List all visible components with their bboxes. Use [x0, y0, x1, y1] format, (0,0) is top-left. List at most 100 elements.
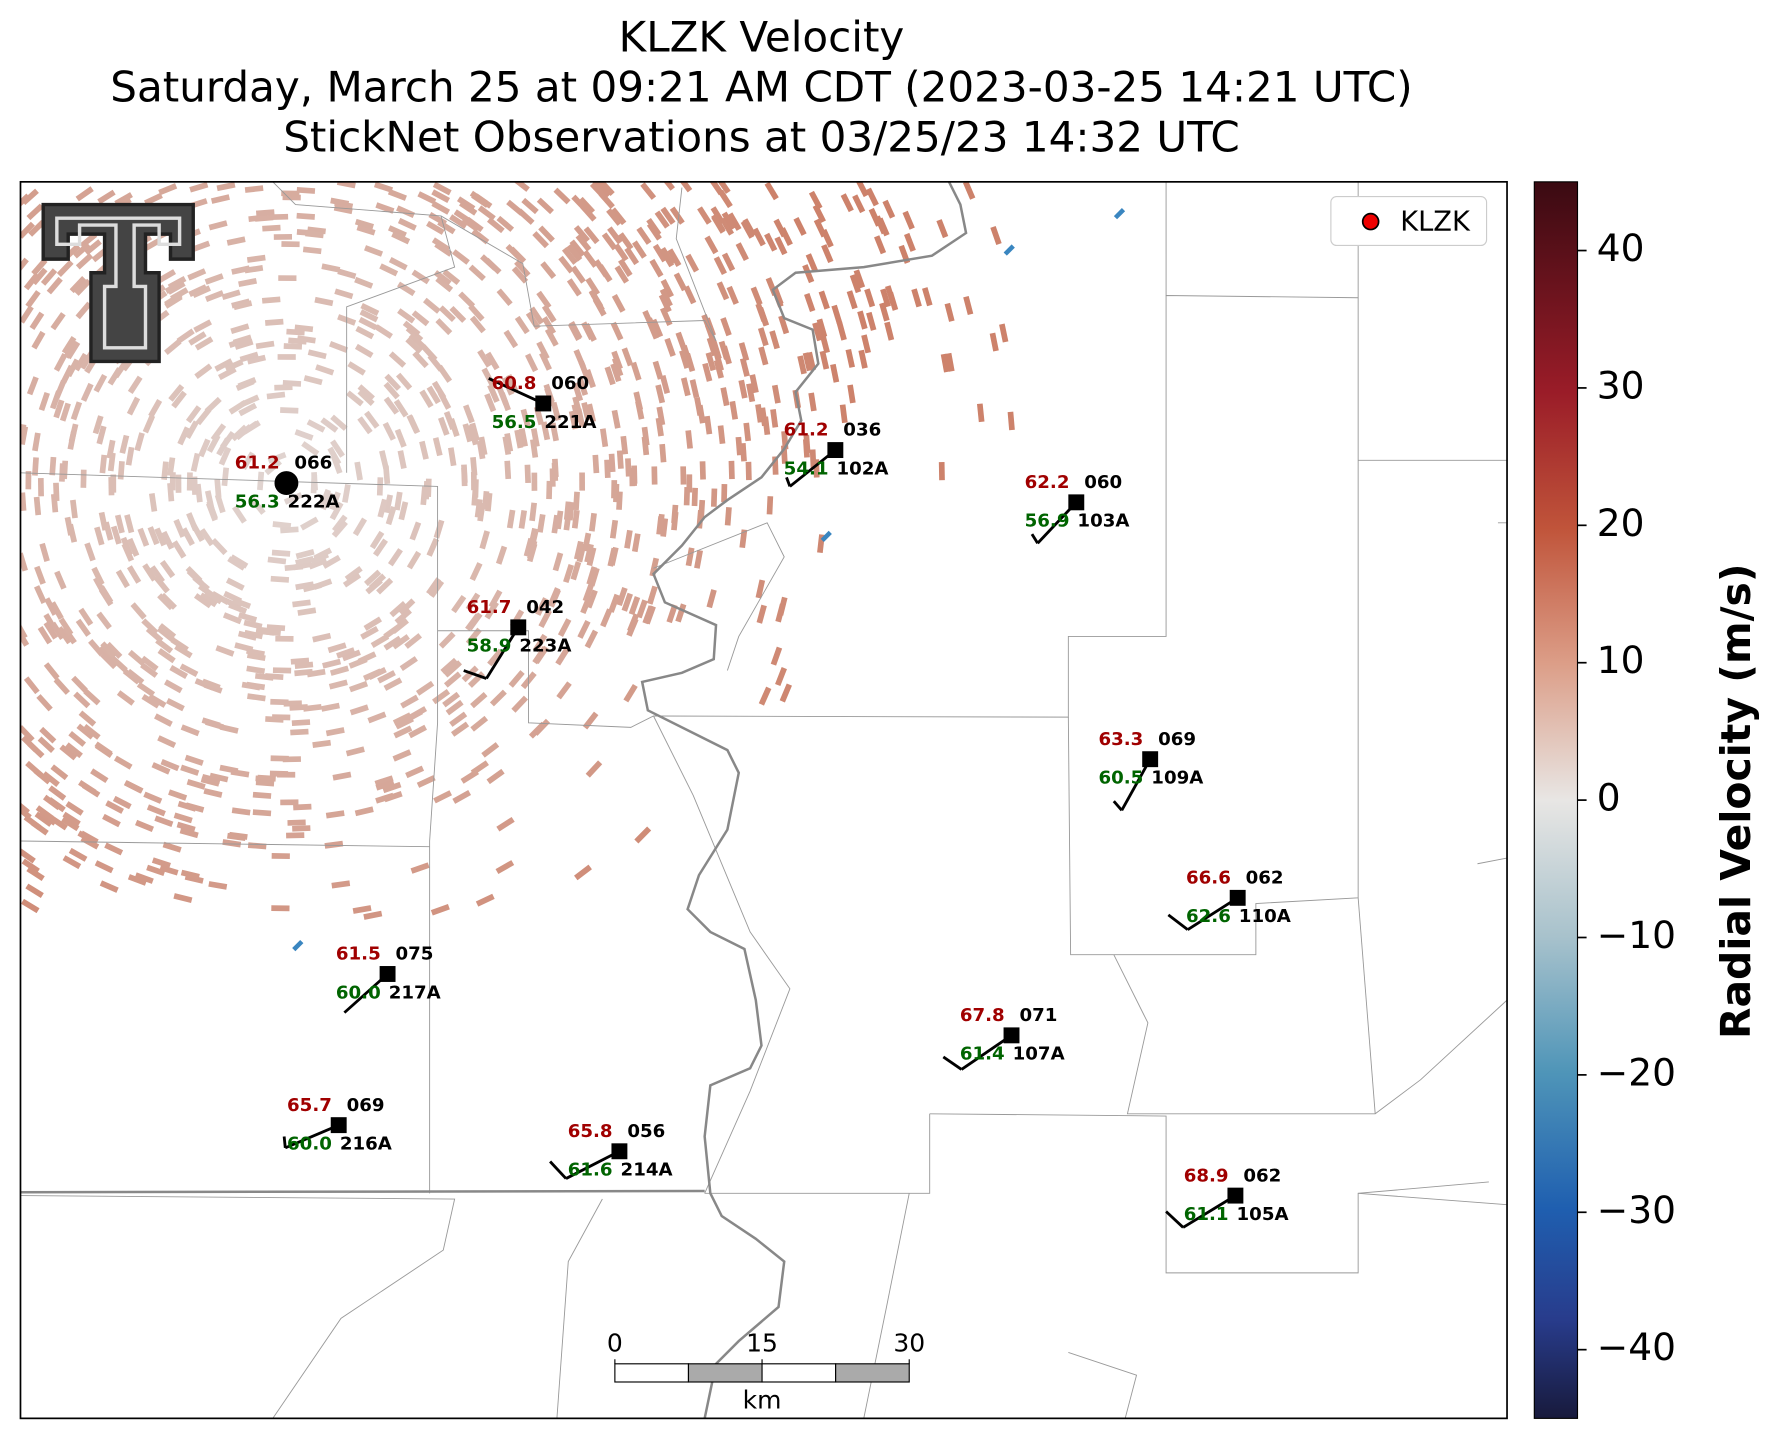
radar-echo — [246, 652, 266, 662]
radar-echo — [330, 414, 348, 431]
scale-label: 0 — [607, 1328, 623, 1357]
radar-echo — [442, 269, 461, 286]
radar-echo — [377, 670, 396, 684]
wind-barb — [785, 476, 792, 487]
radar-echo — [865, 187, 879, 207]
radar-echo — [518, 509, 528, 529]
radar-echo — [578, 360, 591, 380]
radar-echo — [404, 709, 423, 723]
radar-echo — [880, 288, 891, 308]
radar-echo — [31, 330, 46, 350]
radar-echo — [616, 491, 623, 510]
radar-echo — [241, 681, 261, 691]
radar-echo — [528, 527, 538, 547]
radar-echo — [621, 592, 633, 612]
radar-echo — [550, 401, 562, 421]
radar-echo — [344, 565, 363, 582]
radar-echo — [437, 364, 453, 383]
radar-echo — [852, 194, 866, 214]
radar-echo — [21, 858, 40, 874]
radar-echo — [176, 821, 196, 833]
radar-echo — [303, 704, 322, 712]
map-frame — [19, 180, 1508, 1420]
radar-echo — [570, 561, 582, 581]
radar-echo — [539, 351, 552, 371]
radar-echo — [169, 665, 188, 679]
radar-echo — [82, 724, 101, 740]
radar-echo — [618, 258, 633, 277]
radar-echo — [20, 552, 28, 572]
radar-echo — [354, 461, 363, 481]
radar-echo — [315, 364, 335, 376]
title: KLZK Velocity — [619, 12, 905, 61]
radar-echo — [495, 545, 508, 565]
radar-echo — [171, 540, 187, 559]
subtitle: StickNet Observations at 03/25/23 14:32 … — [283, 112, 1240, 161]
radar-echo — [264, 459, 282, 476]
temperature: 65.7 — [287, 1095, 332, 1116]
radar-echo — [443, 410, 456, 431]
radar-echo — [94, 741, 113, 757]
radar-echo — [328, 679, 348, 690]
radar-echo — [271, 549, 291, 557]
radar-echo — [431, 380, 447, 400]
radar-echo — [28, 219, 46, 237]
radar-echo — [228, 831, 248, 840]
radar-echo — [552, 552, 564, 572]
radar-echo — [614, 265, 629, 284]
radar-echo — [136, 681, 156, 697]
radar-echo — [566, 243, 583, 262]
radar-echo — [267, 451, 287, 464]
radar-echo — [186, 568, 204, 586]
radar-echo — [114, 514, 125, 534]
radar-echo — [54, 570, 67, 590]
radar-echo — [716, 281, 730, 301]
temperature: 61.7 — [467, 597, 512, 618]
station-code: 042 — [526, 597, 564, 618]
radar-echo — [26, 203, 44, 221]
radar-echo — [238, 612, 258, 623]
scale-segment — [835, 1363, 910, 1383]
map-area: 61.2 066 56.3 222A 60.8 060 56.5 221A 61.2 036 54.… — [20, 181, 1508, 1419]
radar-echo — [382, 421, 396, 441]
radar-echo — [395, 372, 413, 391]
radar-echo — [465, 613, 481, 632]
radar-echo — [616, 450, 624, 469]
radar-echo — [706, 589, 717, 609]
radar-echo — [375, 202, 395, 214]
radar-echo — [544, 327, 559, 347]
radar-echo — [115, 569, 130, 589]
radar-echo — [383, 396, 400, 415]
radar-echo — [551, 514, 560, 534]
radar-echo — [135, 819, 154, 833]
radar-echo — [496, 386, 509, 406]
radar-echo — [556, 681, 572, 700]
radar-echo — [331, 520, 348, 538]
radar-echo — [105, 800, 124, 814]
radar-echo — [738, 342, 750, 362]
radar-echo — [729, 400, 739, 420]
radar-echo — [620, 435, 629, 455]
radar-echo — [738, 379, 748, 399]
radar-echo — [581, 402, 591, 422]
radar-echo — [408, 724, 427, 739]
radar-echo — [582, 249, 598, 268]
radar-echo — [231, 265, 251, 275]
station-marker — [330, 1117, 347, 1134]
radar-echo — [404, 633, 422, 649]
colorbar-tick-label: −10 — [1597, 913, 1676, 957]
radar-echo — [604, 459, 611, 479]
radar-echo — [879, 302, 890, 322]
radar-echo — [352, 517, 368, 537]
wind-barb — [1186, 896, 1239, 931]
legend: KLZK — [1330, 196, 1488, 247]
radar-echo — [126, 668, 145, 685]
radar-echo — [161, 461, 169, 480]
radar-echo — [284, 563, 304, 572]
radar-echo — [764, 181, 779, 201]
county-borders — [20, 181, 1508, 1419]
radar-echo — [963, 295, 974, 316]
radar-echo — [185, 802, 205, 813]
radar-echo — [283, 492, 303, 505]
radar-echo — [432, 688, 451, 705]
